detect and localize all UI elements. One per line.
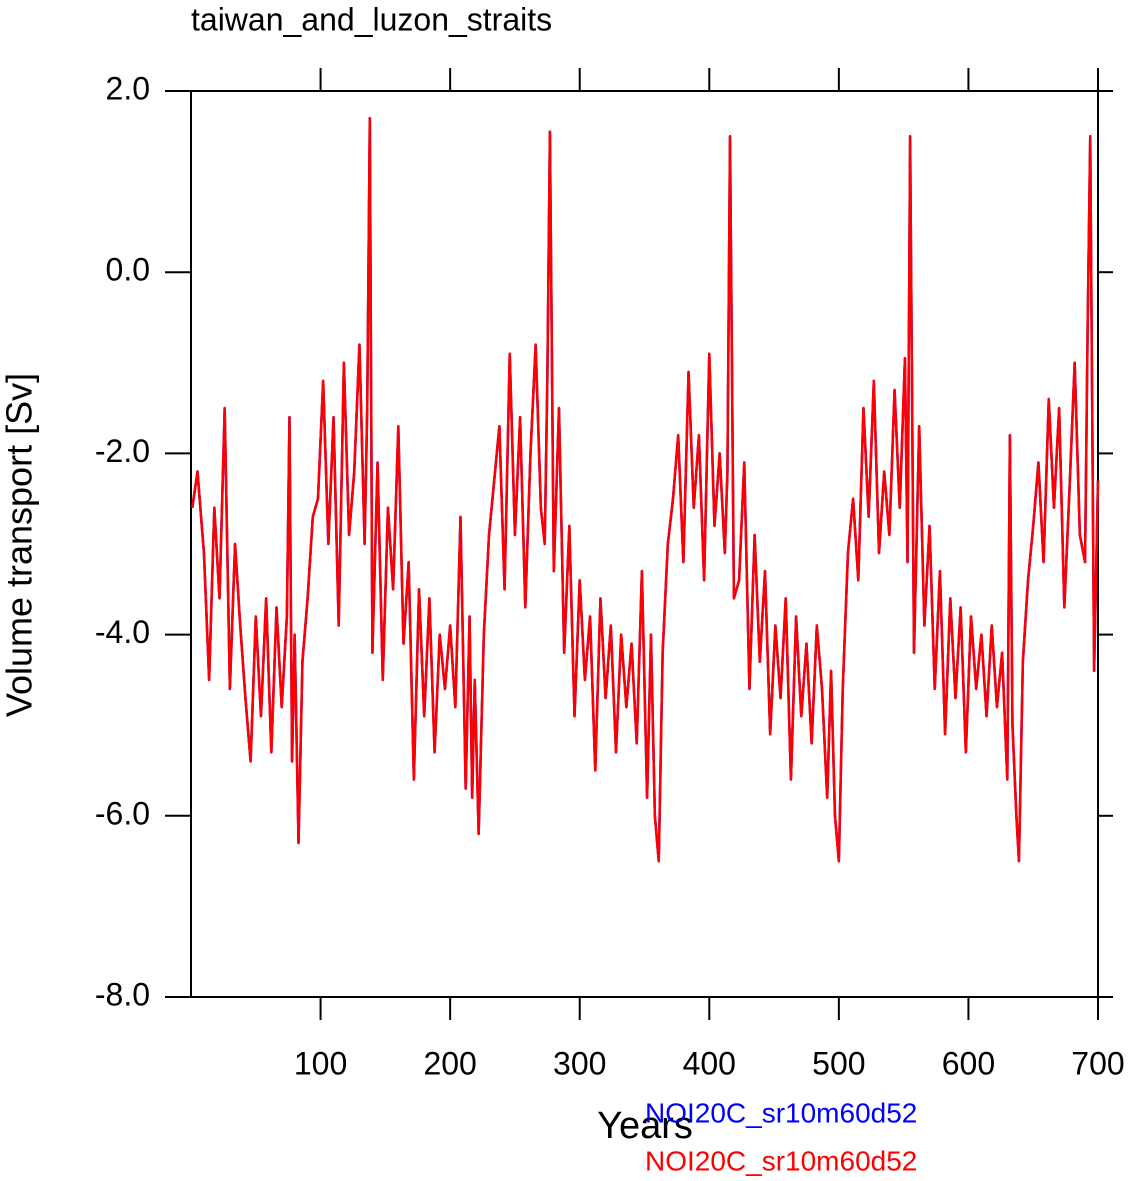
y-tick-label: 0.0 (106, 252, 150, 288)
y-tick-label: -4.0 (95, 614, 150, 650)
x-tick-label: 100 (294, 1045, 347, 1081)
legend-entry: NOI20C_sr10m60d52 (645, 1145, 917, 1176)
y-tick-label: -8.0 (95, 976, 150, 1012)
x-tick-label: 700 (1071, 1045, 1124, 1081)
x-tick-label: 600 (942, 1045, 995, 1081)
y-tick-label: -2.0 (95, 433, 150, 469)
x-tick-label: 400 (683, 1045, 736, 1081)
x-tick-label: 500 (812, 1045, 865, 1081)
y-axis-label: Volume transport [Sv] (0, 373, 40, 717)
plot-frame (190, 90, 1099, 998)
x-axis-label: Years (597, 1105, 693, 1147)
x-tick-label: 300 (553, 1045, 606, 1081)
chart-title: taiwan_and_luzon_straits (191, 1, 552, 37)
data-line (191, 116, 1100, 863)
x-tick-label: 200 (423, 1045, 476, 1081)
y-tick-label: -6.0 (95, 795, 150, 831)
legend-entry: NOI20C_sr10m60d52 (645, 1097, 917, 1128)
y-tick-label: 2.0 (106, 70, 150, 106)
